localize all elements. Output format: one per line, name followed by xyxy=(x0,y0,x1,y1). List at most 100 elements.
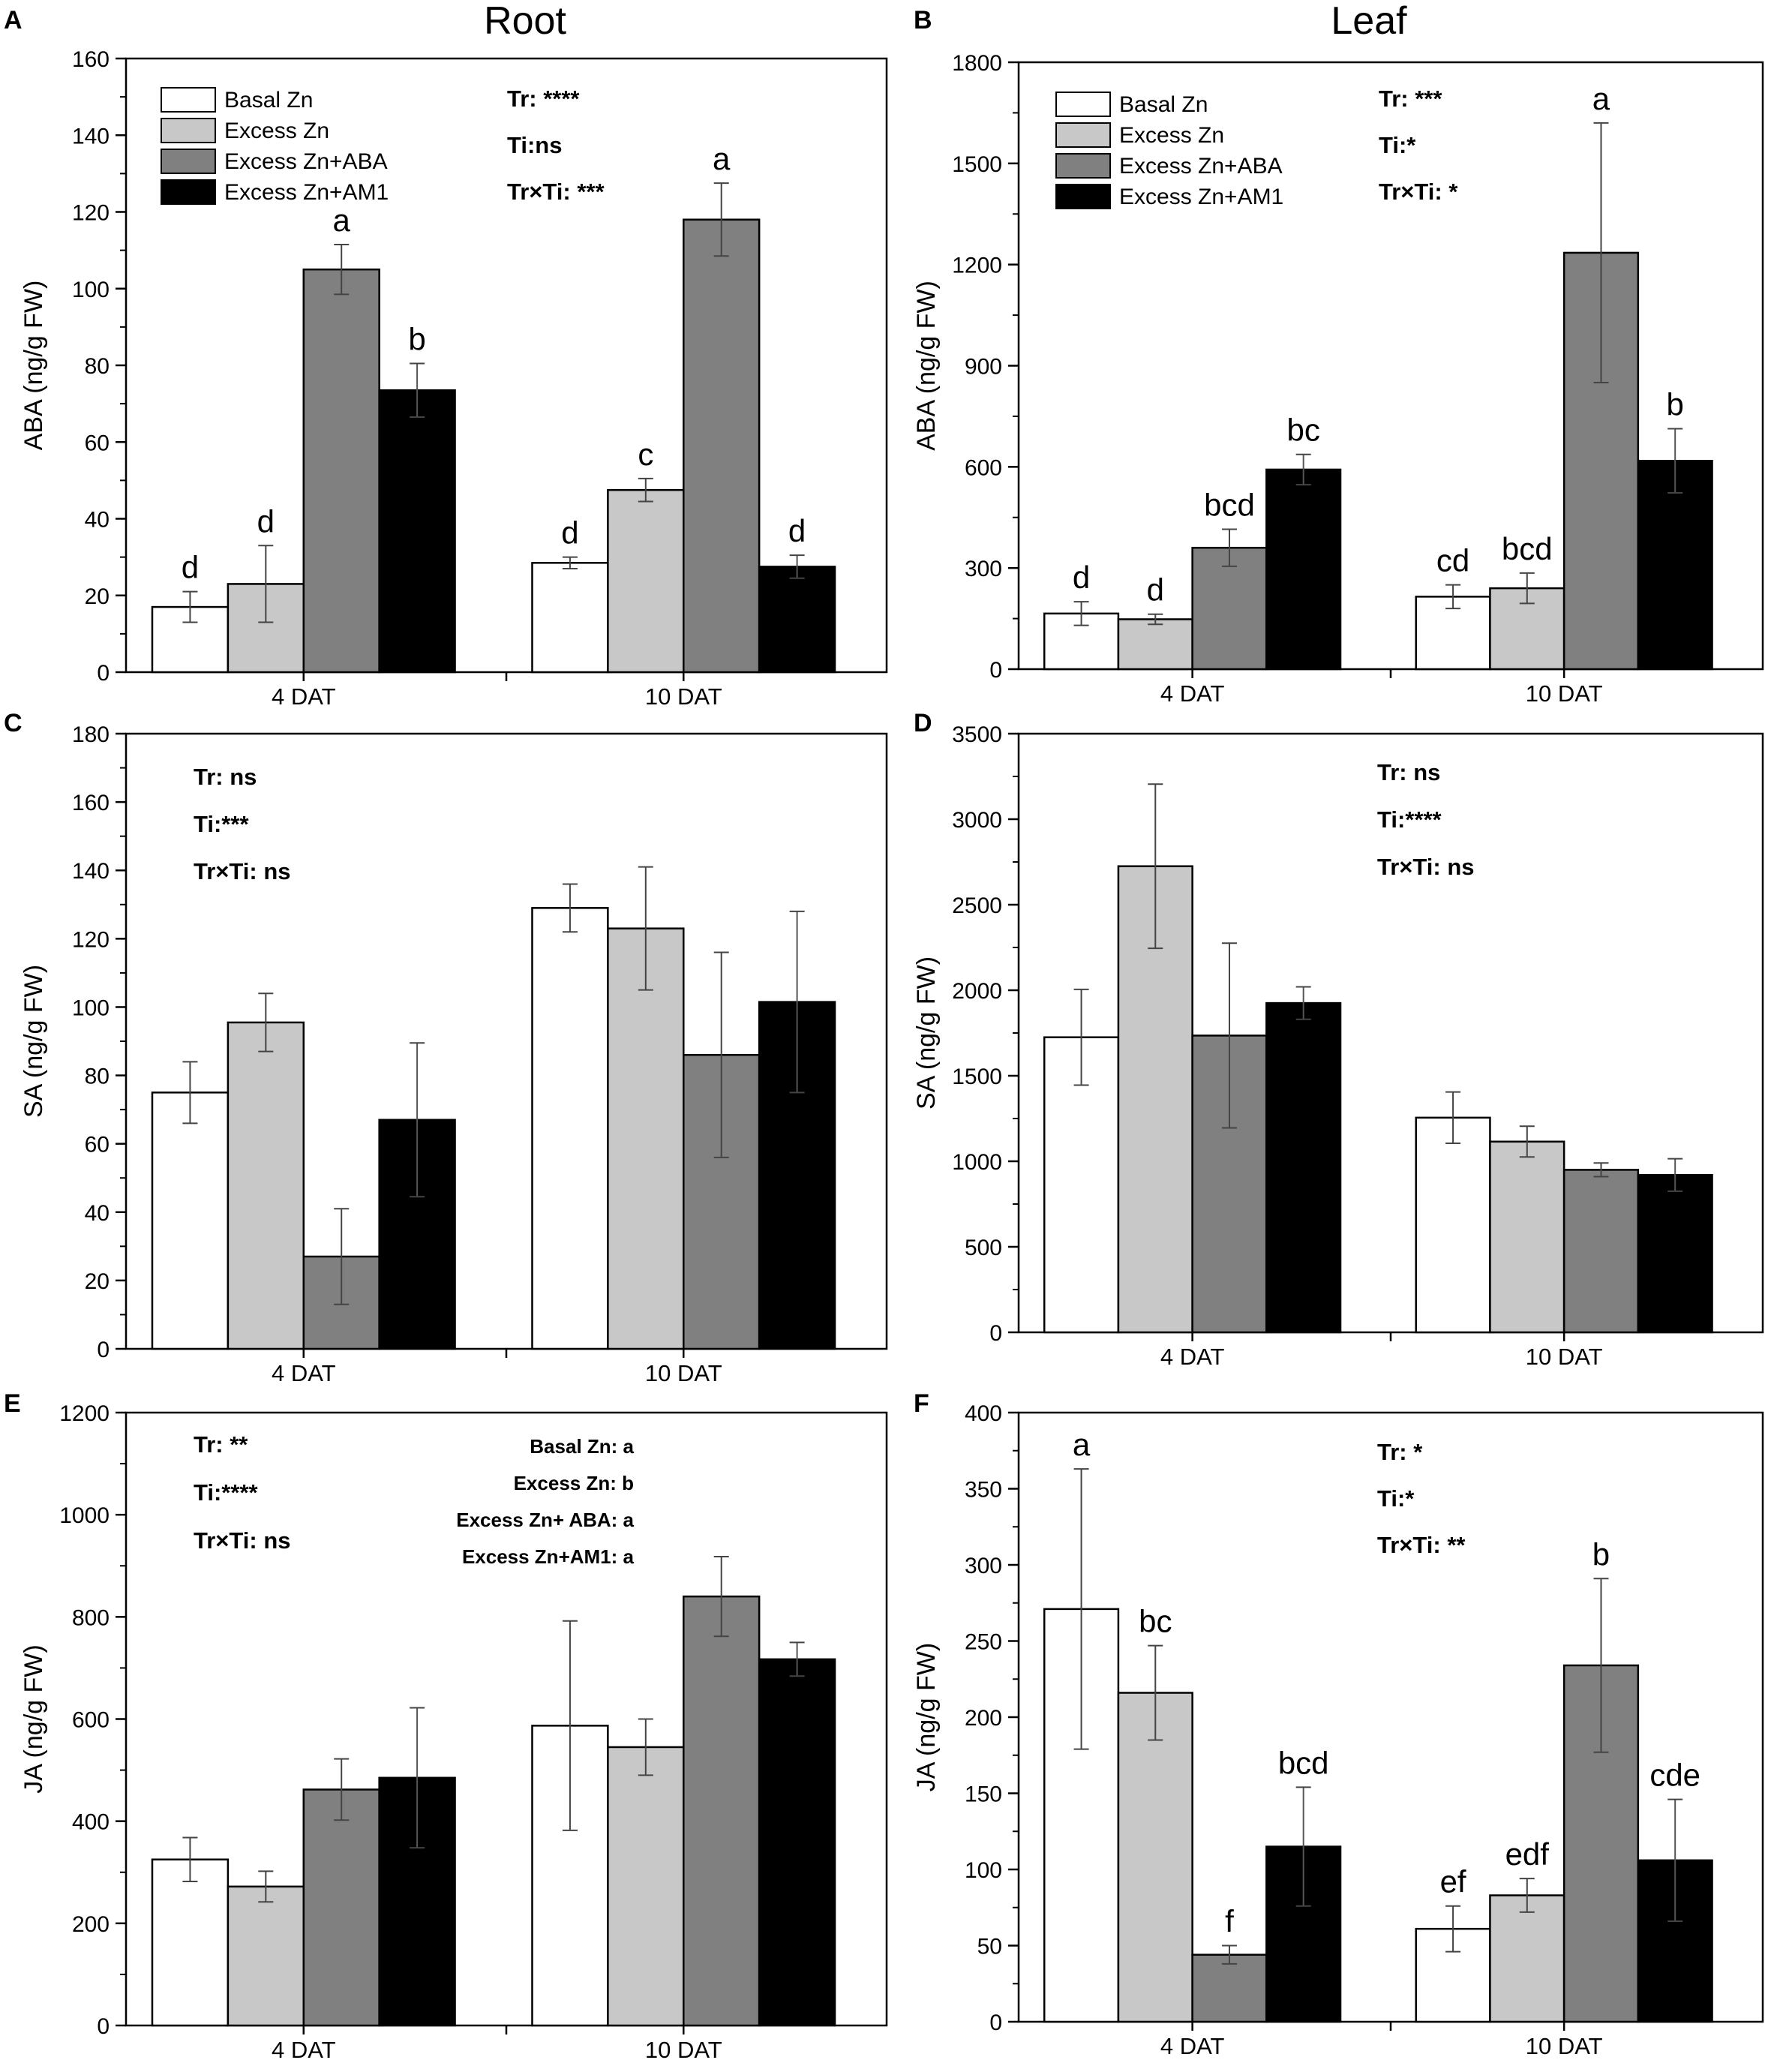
panel-f-xtick-label: 4 DAT xyxy=(1160,2033,1225,2059)
panel-b-ytick-label: 900 xyxy=(965,355,1002,380)
panel-a-xtick-label: 4 DAT xyxy=(272,683,336,710)
panel-b-bar xyxy=(1117,618,1193,671)
panel-f-ytick-label: 50 xyxy=(977,1935,1002,1959)
panel-e-label: E xyxy=(4,1389,21,1418)
panel-f-ylabel: JA (ng/g FW) xyxy=(912,1643,941,1791)
panel-d-stat: Ti:**** xyxy=(1377,806,1442,833)
panel-f-sig-letter: bcd xyxy=(1278,1745,1329,1780)
panel-e-ylabel: JA (ng/g FW) xyxy=(20,1644,48,1793)
panel-f-ytick-label: 200 xyxy=(965,1706,1002,1731)
panel-a-ytick-label: 0 xyxy=(97,661,110,686)
panel-e-group-letter: Excess Zn: b xyxy=(514,1472,634,1494)
panel-f-ytick-label: 300 xyxy=(965,1554,1002,1578)
panel-d-stat: Tr×Ti: ns xyxy=(1377,854,1475,880)
panel-b-stat: Tr: *** xyxy=(1379,86,1442,112)
legend-swatch xyxy=(1055,122,1111,148)
legend-entry: Excess Zn+AM1 xyxy=(224,180,389,205)
panel-a-sig-letter: d xyxy=(788,513,806,548)
panel-d-bar xyxy=(1415,1116,1491,1334)
panel-b-ytick-label: 1800 xyxy=(952,51,1002,76)
panel-d-ytick-label: 1500 xyxy=(952,1065,1002,1089)
panel-c-xtick-label: 4 DAT xyxy=(272,1360,336,1386)
legend-entry: Excess Zn+AM1 xyxy=(1119,185,1283,209)
panel-f-xtick-label: 10 DAT xyxy=(1526,2033,1603,2059)
panel-f-stat: Tr: * xyxy=(1377,1439,1423,1465)
panel-b-ytick-label: 600 xyxy=(965,455,1002,480)
panel-a-stat: Tr: **** xyxy=(507,86,580,112)
panel-c-stat: Tr×Ti: ns xyxy=(194,858,291,884)
panel-e-ytick-label: 1200 xyxy=(59,1401,110,1426)
panel-b-stat: Tr×Ti: * xyxy=(1379,179,1458,205)
panel-f-ytick-label: 100 xyxy=(965,1858,1002,1883)
panel-a-bar xyxy=(302,268,380,674)
panel-f-ytick-label: 0 xyxy=(989,2010,1002,2035)
panel-c-ytick-label: 180 xyxy=(72,722,110,747)
panel-d-label: D xyxy=(914,709,932,737)
legend-swatch xyxy=(1055,184,1111,209)
panel-d-bar xyxy=(1043,1036,1120,1334)
panel-b-bar xyxy=(1191,546,1268,671)
panel-b-ytick-label: 1500 xyxy=(952,152,1002,177)
panel-c-bar xyxy=(151,1092,230,1350)
panel-a-ytick-label: 60 xyxy=(85,431,110,455)
panel-b-xtick-label: 4 DAT xyxy=(1160,680,1225,707)
panel-f-sig-letter: bc xyxy=(1139,1604,1172,1639)
panel-e-ytick-label: 0 xyxy=(97,2014,110,2039)
panel-a-bar xyxy=(683,218,761,674)
panel-d-ytick-label: 3000 xyxy=(952,808,1002,833)
panel-b-sig-letter: d xyxy=(1147,572,1164,608)
panel-c-xtick-label: 10 DAT xyxy=(645,1360,722,1386)
panel-f-sig-letter: b xyxy=(1592,1536,1610,1572)
panel-f-stat: Tr×Ti: ** xyxy=(1377,1532,1466,1558)
panel-a-xtick-label: 10 DAT xyxy=(645,683,722,710)
panel-b-sig-letter: a xyxy=(1592,81,1610,116)
panel-a-sig-letter: d xyxy=(561,515,578,551)
legend-entry: Excess Zn+ABA xyxy=(224,149,388,174)
panel-d-bar xyxy=(1265,1001,1342,1334)
panel-b-bar xyxy=(1265,468,1342,671)
panel-d-ytick-label: 0 xyxy=(989,1321,1002,1346)
panel-e-stat: Tr×Ti: ns xyxy=(194,1527,291,1554)
panel-e-ytick-label: 600 xyxy=(72,1708,110,1733)
panel-b-bar xyxy=(1637,459,1713,671)
panel-f-ytick-label: 350 xyxy=(965,1478,1002,1503)
legend-entry: Basal Zn xyxy=(224,88,313,113)
panel-f-ytick-label: 150 xyxy=(965,1782,1002,1807)
panel-d-stat: Tr: ns xyxy=(1377,759,1440,785)
panel-e-bar xyxy=(758,1658,836,2027)
legend-swatch xyxy=(161,87,216,113)
panel-a-label: A xyxy=(4,6,23,35)
panel-b-sig-letter: bcd xyxy=(1502,531,1553,566)
panel-e-xtick-label: 4 DAT xyxy=(272,2037,336,2063)
panel-a-sig-letter: a xyxy=(333,203,351,238)
panel-a-stat: Ti:ns xyxy=(507,132,563,158)
legend-swatch xyxy=(1055,92,1111,117)
panel-a-ytick-label: 80 xyxy=(85,354,110,379)
panel-e-ytick-label: 400 xyxy=(72,1810,110,1835)
panel-e-ytick-label: 1000 xyxy=(59,1503,110,1528)
panel-e-group-letter: Excess Zn+ ABA: a xyxy=(456,1509,634,1531)
panel-b-label: B xyxy=(914,6,932,35)
panel-c-ytick-label: 100 xyxy=(72,995,110,1020)
panel-a-bar xyxy=(531,562,609,674)
panel-b-sig-letter: cd xyxy=(1436,543,1469,578)
panel-d-ytick-label: 2000 xyxy=(952,979,1002,1004)
panel-b-sig-letter: bc xyxy=(1287,413,1320,448)
panel-b-ytick-label: 300 xyxy=(965,557,1002,581)
panel-e-bar xyxy=(302,1788,380,2027)
panel-f-ytick-label: 400 xyxy=(965,1401,1002,1426)
panel-c-ytick-label: 160 xyxy=(72,791,110,815)
panel-b-sig-letter: b xyxy=(1667,387,1684,422)
panel-c-ytick-label: 120 xyxy=(72,927,110,952)
panel-a-bar xyxy=(607,488,685,674)
panel-f-bar xyxy=(1117,1692,1193,2023)
panel-d-bar xyxy=(1637,1173,1713,1334)
panel-e-xtick-label: 10 DAT xyxy=(645,2037,722,2063)
panel-a-sig-letter: a xyxy=(713,141,731,176)
panel-a-ytick-label: 20 xyxy=(85,584,110,609)
panel-f-label: F xyxy=(914,1389,929,1418)
panel-a-stat: Tr×Ti: *** xyxy=(507,179,605,205)
panel-b-sig-letter: bcd xyxy=(1204,487,1255,522)
